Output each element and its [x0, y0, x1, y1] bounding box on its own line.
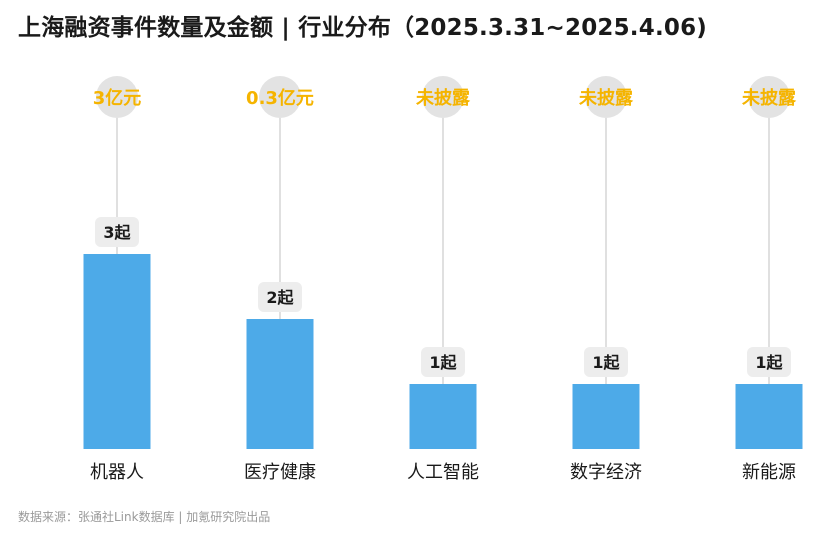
count-label: 2起 — [266, 288, 294, 307]
amount-circle — [422, 76, 464, 118]
bar — [409, 384, 477, 449]
page-title: 上海融资事件数量及金额 | 行业分布（2025.3.31~2025.4.06) — [18, 15, 707, 41]
bar — [735, 384, 803, 449]
amount-label: 未披露 — [579, 87, 634, 109]
amount-circle — [259, 76, 301, 118]
category-label: 数字经济 — [570, 462, 642, 483]
amount-circle — [748, 76, 790, 118]
bar — [572, 384, 640, 449]
category-label: 机器人 — [90, 462, 144, 483]
count-badge — [747, 347, 791, 377]
category-label: 医疗健康 — [244, 462, 316, 483]
amount-label: 3亿元 — [93, 87, 142, 109]
bar — [246, 319, 314, 449]
amount-circle — [585, 76, 627, 118]
count-label: 1起 — [592, 353, 620, 372]
count-label: 1起 — [429, 353, 457, 372]
amount-label: 0.3亿元 — [246, 87, 314, 109]
count-badge — [421, 347, 465, 377]
count-badge — [584, 347, 628, 377]
category-label: 新能源 — [742, 462, 796, 483]
category-label: 人工智能 — [407, 462, 479, 483]
count-label: 3起 — [103, 223, 131, 242]
bar — [83, 254, 151, 449]
amount-label: 未披露 — [742, 87, 797, 109]
amount-circle — [96, 76, 138, 118]
amount-label: 未披露 — [416, 87, 471, 109]
source-note: 数据来源：张通社Link数据库 | 加氪研究院出品 — [18, 510, 271, 524]
count-badge — [95, 217, 139, 247]
count-label: 1起 — [755, 353, 783, 372]
count-badge — [258, 282, 302, 312]
